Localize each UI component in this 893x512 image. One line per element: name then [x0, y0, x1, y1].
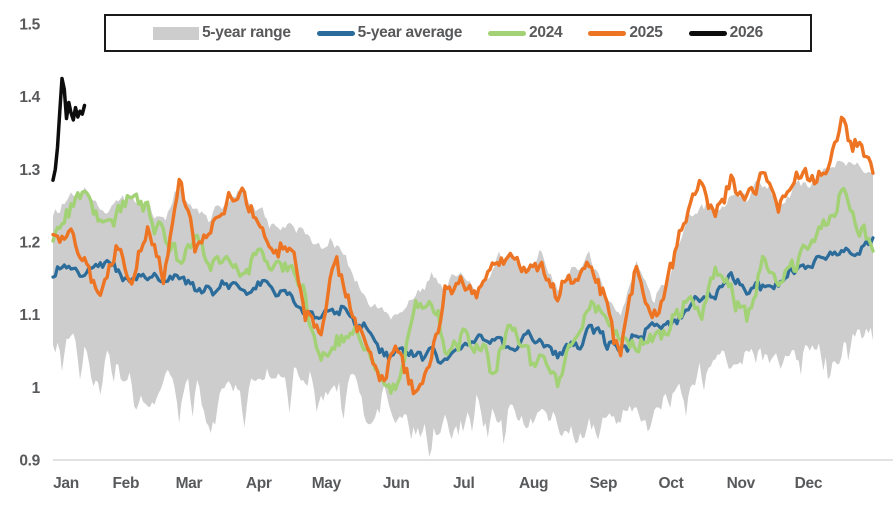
legend-item-5-year-range: 5-year range — [153, 24, 291, 42]
legend-item-5-year-average: 5-year average — [316, 24, 463, 42]
line-swatch-icon — [316, 30, 355, 36]
series-line-2025 — [51, 115, 875, 396]
legend-label: 2025 — [629, 24, 663, 41]
legend: 5-year range 5-year average 2024 2025 2026 — [104, 14, 812, 52]
x-tick-label-dec: Dec — [795, 475, 823, 492]
y-tick-label: 1.5 — [19, 17, 40, 34]
x-tick-label-nov: Nov — [727, 475, 756, 492]
x-tick-label-jul: Jul — [453, 475, 475, 492]
legend-label: 5-year range — [202, 24, 291, 41]
y-tick-label: 1.3 — [19, 162, 40, 179]
band-swatch-icon — [153, 26, 200, 40]
legend-item-2025: 2025 — [588, 24, 663, 42]
legend-item-2026: 2026 — [688, 24, 764, 42]
x-tick-label-feb: Feb — [112, 475, 139, 492]
x-tick-label-jan: Jan — [53, 475, 79, 492]
x-tick-label-jun: Jun — [383, 475, 410, 492]
x-tick-label-apr: Apr — [246, 475, 272, 492]
legend-item-2024: 2024 — [488, 24, 563, 42]
line-swatch-icon — [688, 30, 727, 36]
series-line-2026 — [51, 76, 87, 182]
y-tick-label: 1.2 — [19, 235, 40, 252]
y-tick-label: 0.9 — [19, 453, 40, 470]
series-line-5-year-average — [51, 236, 875, 365]
x-tick-label-may: May — [312, 475, 342, 492]
x-tick-label-sep: Sep — [590, 475, 618, 492]
y-tick-label: 1.1 — [19, 307, 40, 324]
x-tick-label-mar: Mar — [176, 475, 203, 492]
x-tick-label-oct: Oct — [659, 475, 684, 492]
legend-label: 2026 — [729, 24, 764, 41]
legend-label: 5-year average — [357, 24, 463, 41]
x-tick-label-aug: Aug — [519, 475, 548, 492]
line-swatch-icon — [588, 30, 627, 36]
legend-label: 2024 — [529, 24, 563, 41]
y-tick-label: 1.4 — [19, 89, 40, 106]
five-year-range-band — [53, 160, 873, 457]
line-swatch-icon — [488, 30, 527, 36]
series-line-2024 — [51, 186, 875, 395]
y-tick-label: 1 — [32, 380, 41, 397]
